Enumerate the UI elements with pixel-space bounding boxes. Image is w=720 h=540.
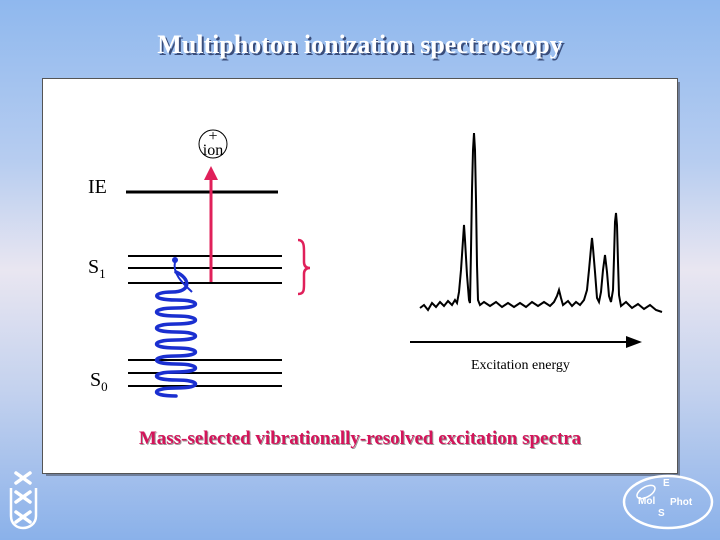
excitation-wave	[154, 270, 198, 398]
diagram-panel	[42, 78, 678, 474]
university-logo-icon	[9, 471, 38, 530]
x-axis-label: Excitation energy	[471, 358, 570, 373]
logo-phot: Phot	[670, 497, 693, 508]
logo-mol: Mol	[638, 496, 656, 507]
caption: Mass-selected vibrationally-resolved exc…	[138, 428, 582, 449]
s1-label-main: S	[88, 256, 100, 278]
excitation-wave-curl	[173, 261, 193, 293]
ion-circle	[198, 129, 228, 159]
energy-axis-head	[626, 336, 642, 348]
ion-plus: +	[208, 128, 218, 145]
slide-title: Multiphoton ionization spectroscopy	[157, 30, 563, 59]
excitation-wave-end	[172, 257, 178, 263]
ion-label: ion	[202, 142, 224, 159]
ionization-arrow-head	[204, 166, 218, 180]
s1-label: S1	[88, 256, 106, 282]
s0-label-main: S	[90, 369, 102, 391]
s0-label-sub: 0	[101, 379, 108, 394]
spectrum-trace	[419, 132, 663, 313]
ie-label: IE	[88, 176, 107, 198]
emolphots-logo-icon	[622, 474, 714, 530]
logo-e: E	[663, 478, 670, 489]
red-bracket	[297, 238, 311, 296]
s1-label-sub: 1	[99, 266, 106, 281]
logo-s: S	[658, 508, 665, 519]
s0-label: S0	[90, 369, 108, 395]
